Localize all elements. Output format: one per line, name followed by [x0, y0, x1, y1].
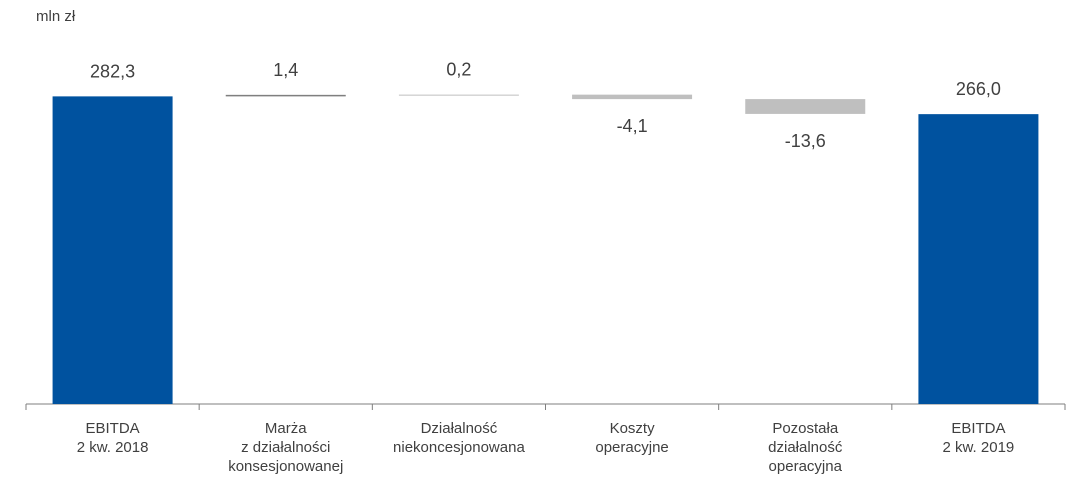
unit-label: mln zł: [36, 8, 76, 25]
category-label: działalność: [768, 439, 843, 456]
category-label: 2 kw. 2019: [943, 439, 1015, 456]
data-label: -4,1: [617, 116, 648, 136]
bar: [745, 99, 866, 114]
category-label: Działalność: [421, 420, 498, 437]
data-label: 0,2: [446, 60, 471, 80]
category-label: 2 kw. 2018: [77, 439, 149, 456]
data-label: 1,4: [273, 60, 298, 80]
data-label: 266,0: [956, 79, 1001, 99]
category-label: EBITDA: [951, 420, 1005, 437]
bar: [52, 96, 173, 405]
data-label: 282,3: [90, 61, 135, 81]
bar: [225, 94, 346, 97]
bar: [398, 94, 519, 96]
category-label: operacyjne: [595, 439, 668, 456]
category-label: Marża: [265, 420, 307, 437]
category-label: EBITDA: [85, 420, 139, 437]
data-label: -13,6: [785, 131, 826, 151]
category-label: niekoncesjonowana: [393, 439, 525, 456]
category-label: Pozostała: [772, 420, 839, 437]
category-label: operacyjna: [769, 458, 843, 475]
bar: [918, 114, 1039, 404]
bar: [572, 94, 693, 100]
category-label: z działalności: [241, 439, 330, 456]
category-label: konsesjonowanej: [228, 458, 343, 475]
category-label: Koszty: [610, 420, 656, 437]
